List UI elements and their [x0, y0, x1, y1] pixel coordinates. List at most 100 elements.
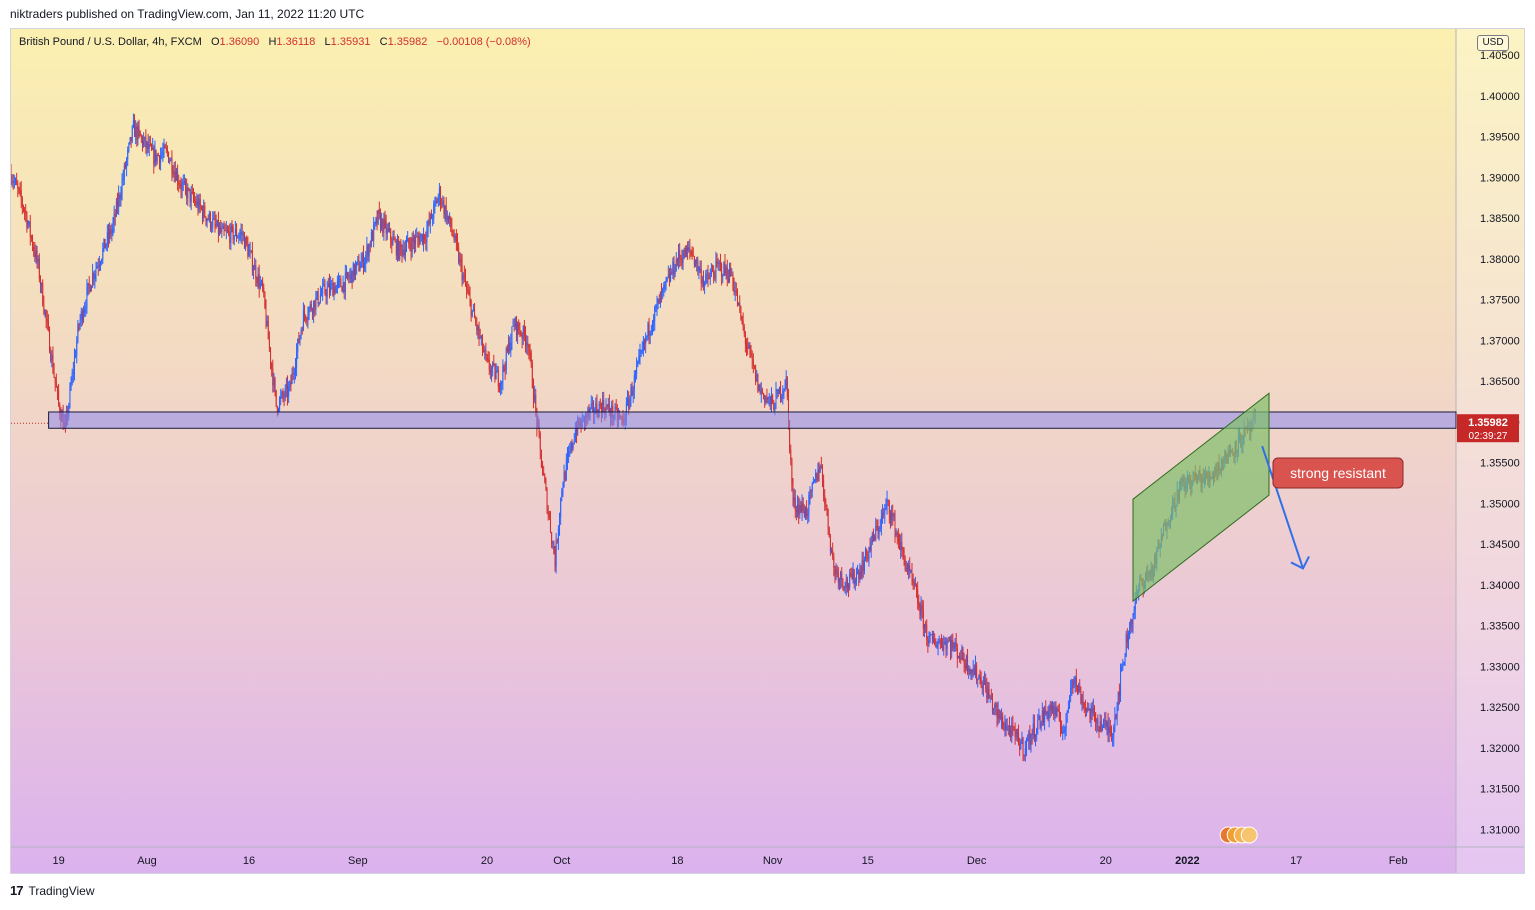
candle-body [32, 238, 34, 248]
candle-body [816, 472, 818, 481]
candle-body [334, 287, 336, 294]
candle-body [1001, 716, 1003, 720]
candle-body [646, 335, 648, 337]
candle-body [781, 396, 783, 399]
candle-body [386, 228, 388, 234]
candle-body [674, 270, 676, 275]
candle-body [946, 642, 948, 649]
candle-body [488, 359, 490, 371]
candle-body [461, 262, 463, 281]
candle-body [664, 281, 666, 285]
candle-body [180, 185, 182, 190]
candle-body [260, 281, 262, 283]
candle-body [72, 371, 74, 373]
candle-body [178, 183, 180, 185]
candle-body [552, 542, 554, 544]
candle-body [867, 554, 869, 560]
candle-body [331, 283, 333, 285]
candle-body [964, 663, 966, 669]
candle-body [628, 399, 630, 409]
candle-body [460, 258, 462, 263]
candle-body [471, 310, 473, 317]
candle-body [606, 405, 608, 408]
candle-body [13, 181, 15, 183]
candle-body [753, 365, 755, 368]
time-tick-label: 18 [671, 855, 683, 867]
candle-body [280, 396, 282, 399]
candle-body [335, 285, 337, 294]
candle-body [723, 262, 725, 276]
candle-body [426, 230, 428, 243]
candle-body [760, 389, 762, 394]
candle-body [376, 218, 378, 224]
candle-body [357, 260, 359, 263]
candle-body [1021, 738, 1023, 744]
candle-body [826, 506, 828, 509]
candle-body [880, 516, 882, 528]
candle-body [985, 680, 987, 686]
candle-body [264, 292, 266, 308]
time-tick-label: Aug [137, 855, 157, 867]
candle-body [225, 230, 227, 232]
candle-body [938, 640, 940, 643]
candle-body [625, 402, 627, 420]
candle-body [629, 398, 631, 409]
candle-body [1055, 706, 1057, 716]
candle-body [118, 194, 120, 208]
candle-body [71, 372, 73, 384]
candle-body [342, 282, 344, 292]
candle-body [1093, 708, 1095, 713]
candle-body [718, 262, 720, 264]
candle-body [1082, 700, 1084, 703]
candle-body [299, 335, 301, 343]
candle-body [995, 704, 997, 707]
candle-body [1024, 748, 1026, 756]
price-chart[interactable]: 1.40500 1.40000 1.39500 1.39000 1.38500 1.380… [11, 29, 1525, 874]
candle-body [977, 679, 979, 681]
candle-body [666, 277, 668, 282]
candle-body [1014, 730, 1016, 738]
candle-body [775, 391, 777, 409]
candle-body [498, 386, 500, 389]
candle-body [253, 270, 255, 272]
candle-body [1031, 734, 1033, 736]
candle-body [1004, 722, 1006, 729]
candle-body [835, 569, 837, 575]
chart-panel[interactable]: 1.40500 1.40000 1.39500 1.39000 1.38500 1.380… [10, 28, 1525, 874]
candle-body [256, 279, 258, 283]
candle-body [875, 526, 877, 540]
candle-body [755, 367, 757, 382]
candle-body [952, 640, 954, 649]
candle-body [21, 199, 23, 207]
currency-button[interactable]: USD [1477, 35, 1509, 51]
candle-body [670, 272, 672, 281]
candle-body [384, 219, 386, 222]
candle-body [103, 239, 105, 248]
candle-body [849, 573, 851, 588]
candle-body [43, 305, 45, 313]
candle-body [120, 195, 122, 199]
candle-body [851, 574, 853, 579]
candle-body [56, 387, 58, 391]
candle-body [855, 572, 857, 580]
candle-body [889, 514, 891, 520]
candle-body [476, 322, 478, 331]
candle-body [432, 218, 434, 220]
candle-body [404, 248, 406, 256]
candle-body [528, 347, 530, 352]
candle-body [568, 452, 570, 457]
candle-body [824, 495, 826, 504]
footer-brand[interactable]: 17 TradingView [10, 883, 95, 898]
candle-body [73, 356, 75, 372]
candle-body [661, 292, 663, 294]
candle-body [200, 206, 202, 209]
candle-body [563, 472, 565, 488]
candle-body [696, 259, 698, 264]
candle-body [381, 219, 383, 229]
candle-body [324, 283, 326, 293]
candle-body [411, 237, 413, 252]
candle-body [999, 719, 1001, 721]
symbol-title[interactable]: British Pound / U.S. Dollar, 4h, FXCM [19, 36, 202, 48]
candle-body [493, 363, 495, 365]
candle-body [809, 490, 811, 495]
